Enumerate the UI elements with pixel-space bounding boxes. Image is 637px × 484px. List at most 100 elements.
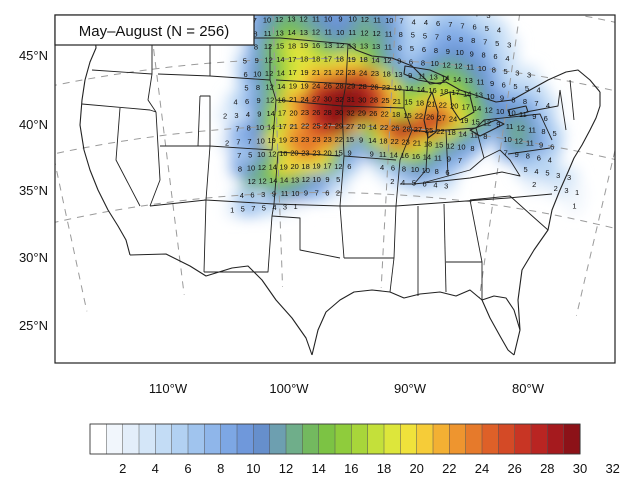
grid-count: 5	[525, 84, 529, 93]
colorbar-tick-labels: 246810121416182022242628303234	[119, 461, 620, 476]
grid-count: 10	[411, 165, 419, 174]
grid-count: 5	[410, 44, 414, 53]
grid-count: 10	[291, 189, 299, 198]
meridian-line	[272, 15, 283, 288]
colorbar-swatch	[302, 423, 320, 455]
grid-count: 3	[556, 171, 560, 180]
meridian-line	[55, 160, 88, 312]
grid-count: 3	[527, 71, 531, 80]
parallel-line	[55, 125, 615, 160]
grid-count: 8	[511, 95, 515, 104]
grid-count: 18	[336, 55, 344, 64]
grid-count: 20	[291, 162, 299, 171]
grid-count: 20	[323, 148, 331, 157]
grid-count: 11	[477, 77, 485, 86]
grid-count: 1	[575, 188, 579, 197]
grid-count: 22	[335, 68, 343, 77]
colorbar-swatch	[122, 423, 140, 455]
grid-count: 13	[324, 41, 332, 50]
density-cell	[529, 81, 548, 98]
grid-count: 7	[504, 148, 508, 157]
grid-count: 11	[526, 139, 534, 148]
grid-count: 12	[258, 163, 266, 172]
us-mexico-border	[129, 253, 313, 356]
grid-count: 17	[452, 88, 460, 97]
grid-count: 12	[334, 162, 342, 171]
grid-count: 18	[300, 55, 308, 64]
grid-count: 14	[269, 176, 277, 185]
grid-count: 15	[346, 135, 354, 144]
grid-count: 5	[244, 84, 248, 93]
grid-count: 25	[381, 96, 389, 105]
grid-count: 10	[256, 136, 264, 145]
density-cell	[442, 15, 461, 19]
grid-count: 9	[338, 14, 342, 23]
axis-labels: 45°N 40°N 35°N 30°N 25°N 110°W 100°W 90°…	[19, 48, 545, 396]
grid-count: 5	[411, 31, 415, 40]
grid-count: 30	[358, 95, 366, 104]
grid-count: 3	[444, 181, 448, 190]
density-cell	[295, 0, 313, 13]
density-cell	[286, 198, 305, 215]
colorbar-swatch	[481, 423, 499, 455]
parallel-line	[55, 192, 615, 229]
grid-count: 15	[435, 140, 443, 149]
grid-count: 15	[334, 148, 342, 157]
colorbar-swatch	[236, 423, 254, 455]
grid-count: 9	[376, 2, 380, 11]
grid-count: 14	[280, 176, 288, 185]
grid-count: 14	[267, 109, 275, 118]
grid-count: 18	[392, 110, 400, 119]
lat-label: 45°N	[19, 48, 48, 63]
grid-count: 4	[546, 101, 550, 110]
grid-count: 7	[251, 204, 255, 213]
density-cell	[369, 0, 387, 14]
lat-label: 40°N	[19, 117, 48, 132]
grid-count: 3	[567, 173, 571, 182]
grid-count: 5	[553, 129, 557, 138]
grid-count: 11	[418, 72, 426, 81]
grid-count: 6	[493, 52, 497, 61]
colorbar-tick-label: 18	[377, 461, 391, 476]
density-cell	[232, 15, 251, 16]
grid-count: 13	[287, 15, 295, 24]
grid-count: 28	[402, 124, 410, 133]
grid-count: 21	[393, 97, 401, 106]
grid-count: 5	[513, 82, 517, 91]
grid-count: 9	[272, 190, 276, 199]
grid-count: 10	[431, 59, 439, 68]
grid-count: 10	[247, 164, 255, 173]
grid-count: 11	[300, 1, 308, 10]
grid-count: 18	[383, 70, 391, 79]
parallel-line	[55, 57, 615, 92]
grid-count: 12	[302, 175, 310, 184]
grid-count: 7	[458, 156, 462, 165]
colorbar-tick-label: 2	[119, 461, 126, 476]
grid-count: 9	[539, 140, 543, 149]
grid-count: 3	[261, 190, 265, 199]
state-lines	[81, 34, 575, 300]
grid-count: 2	[390, 177, 394, 186]
density-cell	[282, 15, 301, 27]
grid-count: 16	[279, 149, 287, 158]
grid-count: 19	[289, 82, 297, 91]
grid-count: 10	[257, 150, 265, 159]
grid-count: 23	[301, 148, 309, 157]
grid-count: 7	[253, 16, 257, 25]
colorbar-swatch	[138, 423, 156, 455]
density-cell	[489, 21, 508, 38]
grid-count: 12	[258, 177, 266, 186]
density-cell	[244, 0, 262, 1]
density-cell	[369, 0, 387, 1]
grid-count: 5	[495, 39, 499, 48]
grid-count: 19	[348, 55, 356, 64]
grid-count: 12	[299, 14, 307, 23]
grid-count: 10	[496, 107, 504, 116]
grid-count: 12	[268, 149, 276, 158]
grid-count: 14	[371, 56, 379, 65]
colorbar-swatch	[253, 423, 271, 455]
grid-count: 8	[338, 1, 342, 10]
colorbar-tick-label: 8	[217, 461, 224, 476]
grid-count: 29	[358, 109, 366, 118]
grid-count: 4	[272, 203, 276, 212]
